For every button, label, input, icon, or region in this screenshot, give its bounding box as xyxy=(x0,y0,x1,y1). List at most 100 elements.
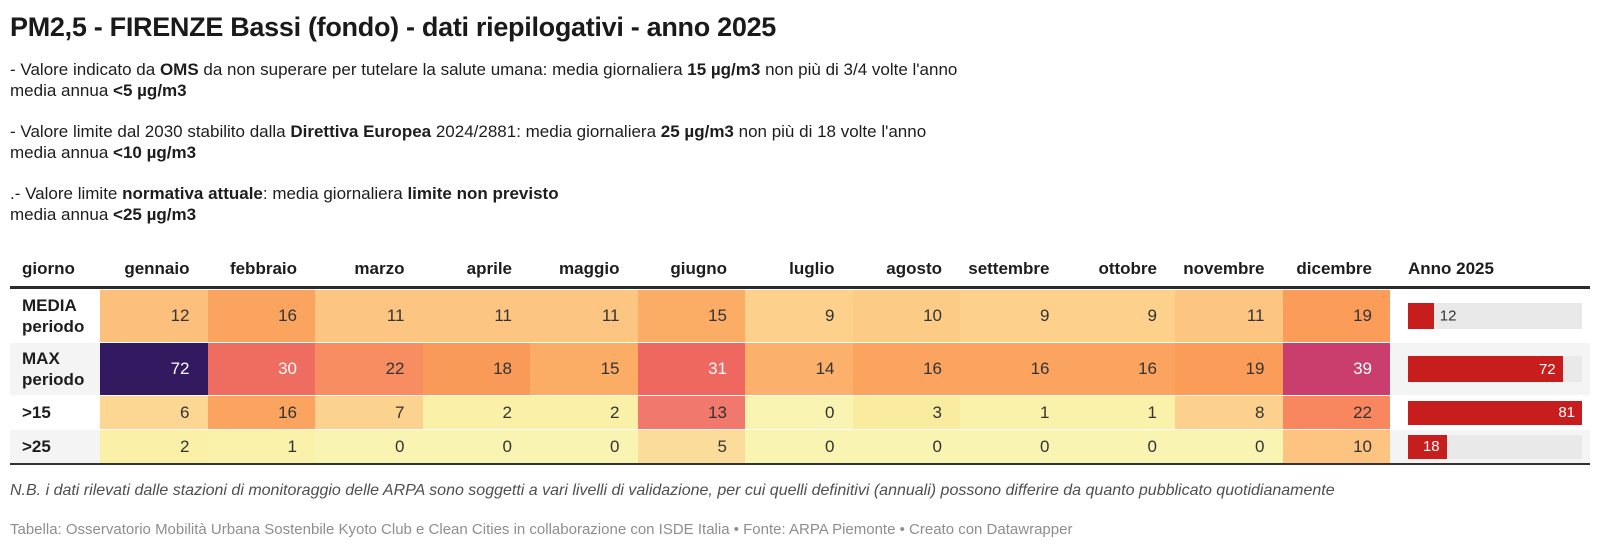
anno-bar-track: 72 xyxy=(1408,356,1582,382)
note-text: media annua xyxy=(10,81,114,100)
anno-cell: 72 xyxy=(1390,343,1590,395)
note-bold-text: OMS xyxy=(159,60,199,79)
row-label: >25 xyxy=(10,430,100,463)
value-cell: 9 xyxy=(1067,290,1175,342)
value-cell: 1 xyxy=(207,430,315,463)
value-cell: 19 xyxy=(1282,290,1390,342)
note-text: media annua xyxy=(10,143,114,162)
row-label-line: periodo xyxy=(22,370,85,389)
header-cell-luglio: luglio xyxy=(789,258,835,278)
anno-cell: 18 xyxy=(1390,430,1590,463)
value-cell: 22 xyxy=(1282,396,1390,429)
value-cell: 0 xyxy=(315,430,423,463)
value-cell: 31 xyxy=(637,343,745,395)
row-label-line: periodo xyxy=(22,317,85,336)
footnote: N.B. i dati rilevati dalle stazioni di m… xyxy=(10,482,1335,499)
value-cell: 0 xyxy=(1067,430,1175,463)
value-cell: 18 xyxy=(422,343,530,395)
value-cell: 2 xyxy=(100,430,208,463)
value-cell: 2 xyxy=(530,396,638,429)
value-cell: 72 xyxy=(100,343,208,395)
value-cell: 0 xyxy=(745,396,853,429)
anno-bar xyxy=(1408,303,1434,329)
value-cell: 11 xyxy=(422,290,530,342)
anno-cell: 81 xyxy=(1390,396,1590,429)
anno-cell: 12 xyxy=(1390,290,1590,342)
note-paragraph: - Valore limite dal 2030 stabilito dalla… xyxy=(10,121,1590,163)
header-cell-ottobre: ottobre xyxy=(1098,258,1157,278)
header-cell-agosto: agosto xyxy=(886,258,942,278)
value-cell: 2 xyxy=(422,396,530,429)
table-row: MEDIA periodo 12 16 11 11 11 15 9 10 9 9 11 19 12 xyxy=(10,290,1590,342)
row-label-line: MAX xyxy=(22,349,60,368)
note-text: .- Valore limite xyxy=(10,184,123,203)
header-cell-settembre: settembre xyxy=(968,258,1050,278)
header-cell-marzo: marzo xyxy=(354,258,405,278)
note-text: 2024/2881: media giornaliera xyxy=(431,122,661,141)
row-label: MAX periodo xyxy=(10,343,100,395)
anno-bar-label: 72 xyxy=(1538,360,1556,378)
note-bold-text: <10 µg/m3 xyxy=(113,143,197,162)
value-cell: 1 xyxy=(1067,396,1175,429)
value-cell: 8 xyxy=(1175,396,1283,429)
value-cell: 12 xyxy=(100,290,208,342)
note-text: non più di 18 volte l'anno xyxy=(733,122,927,141)
note-bold-text: Direttiva Europea xyxy=(290,122,432,141)
anno-bar-label: 18 xyxy=(1422,438,1440,455)
note-bold-text: 15 µg/m3 xyxy=(687,60,761,79)
header-cell-anno-2025: Anno 2025 xyxy=(1408,258,1494,278)
anno-bar: 72 xyxy=(1408,356,1563,382)
value-cell: 16 xyxy=(207,396,315,429)
note-text: : media giornaliera xyxy=(262,184,408,203)
note-line: - Valore indicato da OMS da non superare… xyxy=(10,59,1590,80)
value-cell: 10 xyxy=(852,290,960,342)
header-cell-gennaio: gennaio xyxy=(124,258,190,278)
value-cell: 16 xyxy=(207,290,315,342)
value-cell: 0 xyxy=(960,430,1068,463)
value-cell: 7 xyxy=(315,396,423,429)
header-cell-dicembre: dicembre xyxy=(1296,258,1372,278)
note-bold-text: <25 µg/m3 xyxy=(113,205,197,224)
header-cell-febbraio: febbraio xyxy=(229,258,297,278)
value-cell: 10 xyxy=(1282,430,1390,463)
note-line: media annua <25 µg/m3 xyxy=(10,204,1590,225)
value-cell: 19 xyxy=(1175,343,1283,395)
table-body: MEDIA periodo 12 16 11 11 11 15 9 10 9 9 11 19 12 MAX pe… xyxy=(10,290,1590,463)
note-bold-text: normativa attuale xyxy=(122,184,263,203)
value-cell: 39 xyxy=(1282,343,1390,395)
notes: - Valore indicato da OMS da non superare… xyxy=(10,59,1590,225)
value-cell: 5 xyxy=(637,430,745,463)
note-paragraph: - Valore indicato da OMS da non superare… xyxy=(10,59,1590,101)
value-cell: 9 xyxy=(745,290,853,342)
note-bold-text: <5 µg/m3 xyxy=(113,81,187,100)
table-header-row: giorno gennaio febbraio marzo aprile maggio gi… xyxy=(10,251,1590,289)
header-cell-novembre: novembre xyxy=(1183,258,1265,278)
note-paragraph: .- Valore limite normativa attuale: medi… xyxy=(10,183,1590,225)
note-text: da non superare per tutelare la salute u… xyxy=(198,60,688,79)
note-line: media annua <5 µg/m3 xyxy=(10,80,1590,101)
value-cell: 11 xyxy=(530,290,638,342)
value-cell: 15 xyxy=(530,343,638,395)
value-cell: 6 xyxy=(100,396,208,429)
note-line: media annua <10 µg/m3 xyxy=(10,142,1590,163)
value-cell: 0 xyxy=(745,430,853,463)
value-cell: 1 xyxy=(960,396,1068,429)
value-cell: 16 xyxy=(960,343,1068,395)
value-cell: 0 xyxy=(422,430,530,463)
value-cell: 0 xyxy=(1175,430,1283,463)
page-title: PM2,5 - FIRENZE Bassi (fondo) - dati rie… xyxy=(10,12,777,42)
anno-bar-label: 81 xyxy=(1558,404,1575,421)
anno-bar-track: 81 xyxy=(1408,400,1582,425)
anno-bar-track: 12 xyxy=(1408,303,1582,329)
header-cell-aprile: aprile xyxy=(466,258,512,278)
header-cell-giorno: giorno xyxy=(22,258,75,278)
attribution: Tabella: Osservatorio Mobilità Urbana So… xyxy=(10,521,1073,538)
value-cell: 9 xyxy=(960,290,1068,342)
anno-bar-label: 12 xyxy=(1439,307,1457,325)
note-line: - Valore limite dal 2030 stabilito dalla… xyxy=(10,121,1590,142)
value-cell: 15 xyxy=(637,290,745,342)
value-cell: 11 xyxy=(1175,290,1283,342)
table-row: MAX periodo 72 30 22 18 15 31 14 16 16 16 19 39 72 xyxy=(10,343,1590,395)
row-label: >15 xyxy=(10,396,100,429)
